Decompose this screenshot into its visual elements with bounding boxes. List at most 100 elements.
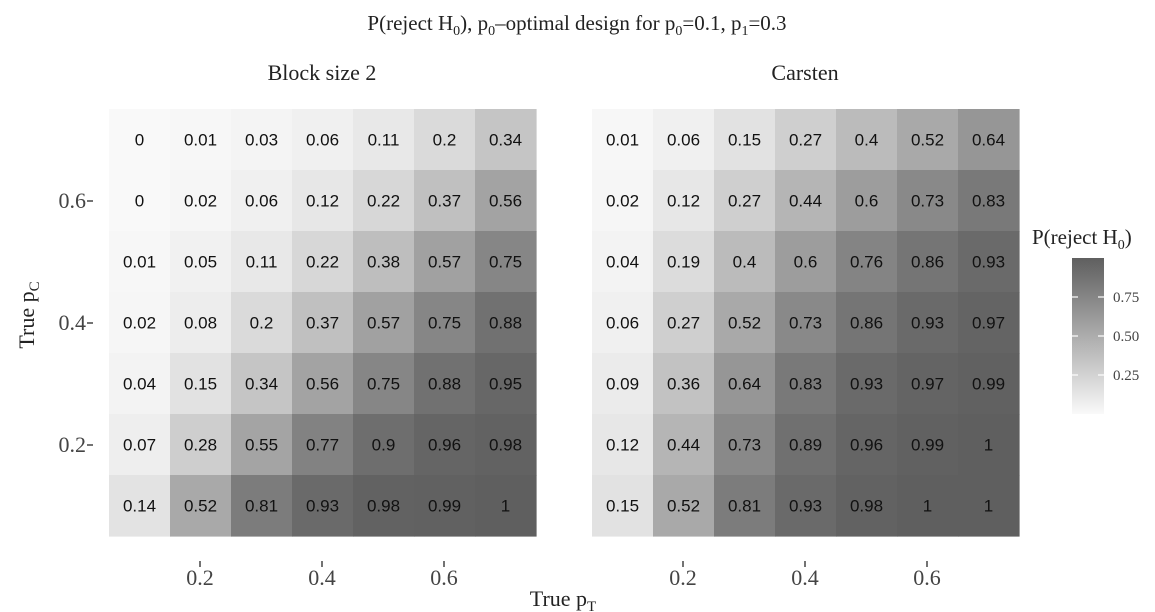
y-axis: 0.6 0.4 0.2	[59, 188, 93, 457]
cell-value-label: 0.03	[245, 131, 278, 150]
cell-value-label: 0.56	[306, 375, 339, 394]
heatmap-cell	[292, 292, 354, 354]
cell-value-label: 0.01	[606, 131, 639, 150]
cell-value-label: 0.97	[972, 314, 1005, 333]
cell-value-label: 0.96	[428, 436, 461, 455]
cell-value-label: 0.22	[367, 192, 400, 211]
heatmap-panel-block-size: 0 0.01 0.03 0.06 0.11 0.2 0.34 0 0.02 0.06 0.12 0.2…	[109, 109, 537, 537]
heatmap-cell	[714, 475, 776, 537]
cell-value-label: 0.07	[123, 436, 156, 455]
heatmap-cell	[775, 109, 837, 171]
cell-value-label: 0.86	[850, 314, 883, 333]
heatmap-cell	[475, 170, 537, 232]
cell-value-label: 0.12	[606, 436, 639, 455]
heatmap-cell	[170, 353, 232, 415]
heatmap-cell	[897, 231, 959, 293]
cell-value-label: 0.6	[855, 192, 879, 211]
cell-value-label: 0.05	[184, 253, 217, 272]
heatmap-cell	[836, 414, 898, 476]
heatmap-cell	[109, 414, 171, 476]
x-tick-label: 0.4	[308, 565, 336, 590]
x-axis: 0.2 0.4 0.6 0.2 0.4 0.6	[186, 561, 941, 590]
heatmap-cell	[836, 475, 898, 537]
cell-value-label: 0.06	[667, 131, 700, 150]
cell-value-label: 0.73	[789, 314, 822, 333]
heatmap-cell	[292, 475, 354, 537]
heatmap-cell	[897, 109, 959, 171]
heatmap-cell	[592, 475, 654, 537]
cell-value-label: 0.55	[245, 436, 278, 455]
heatmap-cell	[414, 292, 476, 354]
heatmap-cell	[592, 170, 654, 232]
heatmap-cell	[475, 109, 537, 171]
heatmap-cell	[353, 414, 415, 476]
cell-value-label: 0.12	[667, 192, 700, 211]
legend-tick-label: 0.25	[1113, 368, 1139, 384]
legend-tick-label: 0.50	[1113, 329, 1139, 345]
heatmap-cell	[958, 475, 1020, 537]
cell-value-label: 0.86	[911, 253, 944, 272]
cell-value-label: 0.2	[250, 314, 274, 333]
heatmap-cell	[475, 292, 537, 354]
cell-value-label: 0.11	[246, 253, 278, 272]
x-tick-label: 0.2	[669, 565, 697, 590]
heatmap-cell	[109, 170, 171, 232]
cell-value-label: 0.15	[606, 497, 639, 516]
cell-value-label: 1	[984, 497, 993, 516]
cell-value-label: 0.34	[245, 375, 278, 394]
cell-value-label: 0.22	[306, 253, 339, 272]
heatmap-cell	[958, 414, 1020, 476]
heatmap-cell	[475, 231, 537, 293]
heatmap-cell	[836, 231, 898, 293]
cell-value-label: 0.88	[489, 314, 522, 333]
heatmap-cell	[170, 109, 232, 171]
heatmap-cell	[897, 170, 959, 232]
heatmap-cell	[836, 353, 898, 415]
cell-value-label: 0.27	[789, 131, 822, 150]
heatmap-cell	[353, 353, 415, 415]
heatmap-cell	[414, 475, 476, 537]
cell-value-label: 0.99	[972, 375, 1005, 394]
cell-value-label: 0.89	[789, 436, 822, 455]
heatmap-cell	[353, 170, 415, 232]
heatmap-cell	[775, 231, 837, 293]
cell-value-label: 0.97	[911, 375, 944, 394]
y-axis-title: True pC	[14, 281, 43, 348]
cell-value-label: 1	[501, 497, 510, 516]
heatmap-cell	[292, 353, 354, 415]
cell-value-label: 0.06	[606, 314, 639, 333]
cell-value-label: 0.9	[372, 436, 396, 455]
heatmap-cell	[714, 414, 776, 476]
cell-value-label: 0.93	[850, 375, 883, 394]
cell-value-label: 0.02	[123, 314, 156, 333]
cell-value-label: 0.09	[606, 375, 639, 394]
heatmap-cell	[775, 353, 837, 415]
heatmap-cell	[231, 231, 293, 293]
panel-title-carsten: Carsten	[771, 60, 838, 85]
cell-value-label: 0.27	[728, 192, 761, 211]
heatmap-panel-carsten: 0.01 0.06 0.15 0.27 0.4 0.52 0.64 0.02 0.12 0.27 0…	[592, 109, 1020, 537]
cell-value-label: 0.02	[184, 192, 217, 211]
heatmap-cell	[109, 353, 171, 415]
heatmap-cell	[775, 475, 837, 537]
heatmap-cell	[292, 109, 354, 171]
cell-value-label: 0.02	[606, 192, 639, 211]
heatmap-cell	[592, 353, 654, 415]
cell-value-label: 1	[984, 436, 993, 455]
cell-value-label: 0.75	[489, 253, 522, 272]
heatmap-cell	[353, 231, 415, 293]
cell-value-label: 0.6	[794, 253, 818, 272]
heatmap-cell	[714, 231, 776, 293]
cell-value-label: 0.98	[850, 497, 883, 516]
heatmap-cell	[775, 414, 837, 476]
cell-value-label: 0.04	[123, 375, 156, 394]
heatmap-cell	[714, 353, 776, 415]
heatmap-cell	[897, 292, 959, 354]
cell-value-label: 0.93	[306, 497, 339, 516]
cell-value-label: 0.76	[850, 253, 883, 272]
cell-value-label: 0.15	[184, 375, 217, 394]
cell-value-label: 0.93	[789, 497, 822, 516]
heatmap-cell	[836, 109, 898, 171]
heatmap-cell	[714, 170, 776, 232]
